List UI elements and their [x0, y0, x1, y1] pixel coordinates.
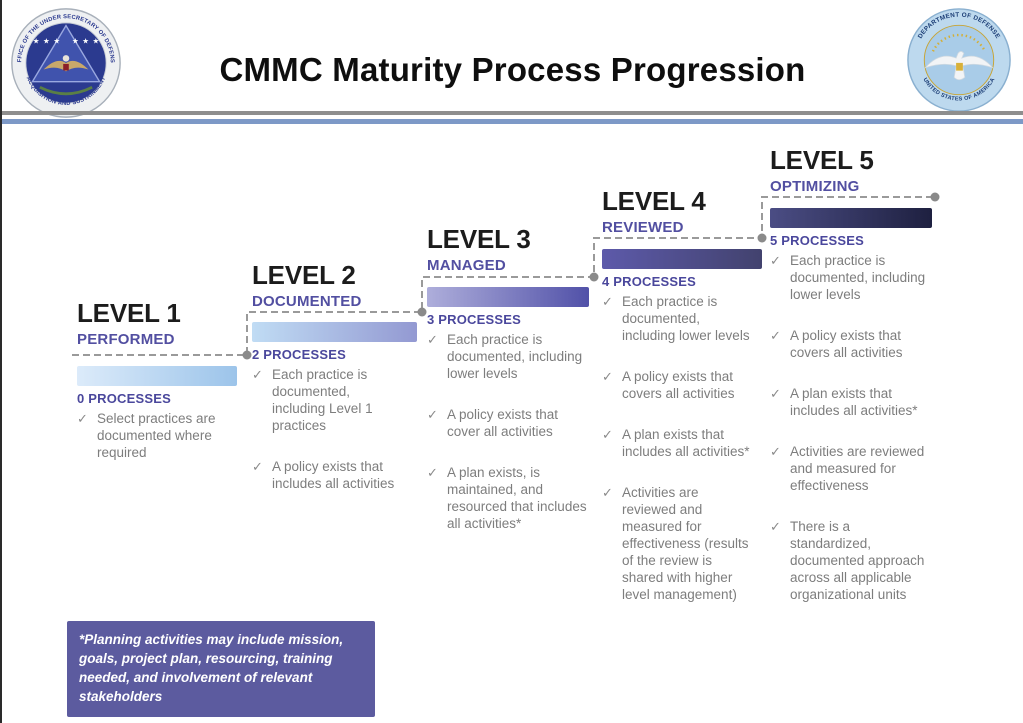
practice-text: A plan exists, is maintained, and resour…: [447, 465, 587, 531]
practice-text: Select practices are documented where re…: [97, 411, 216, 460]
practice-text: A plan exists that includes all activiti…: [622, 427, 750, 459]
list-item: ✓ A plan exists that includes all activi…: [770, 385, 932, 419]
stars-icon: ★ ★ ★ ★ ★ ★: [33, 36, 99, 45]
level-1-heading: LEVEL 1: [77, 298, 181, 328]
level-1-practices-list: ✓ Select practices are documented where …: [77, 410, 237, 461]
check-icon: ✓: [427, 407, 438, 422]
list-item: ✓ Activities are reviewed and measured f…: [602, 484, 762, 603]
list-item: ✓ Each practice is documented, including…: [770, 252, 932, 303]
practice-text: Each practice is documented, including l…: [790, 253, 926, 302]
list-item: ✓ A policy exists that includes all acti…: [252, 458, 417, 492]
practice-text: There is a standardized, documented appr…: [790, 519, 925, 602]
practice-text: Each practice is documented, including l…: [622, 294, 750, 343]
check-icon: ✓: [602, 294, 613, 309]
level-5-progress-bar: [770, 208, 932, 228]
header-divider-gray: [2, 111, 1023, 115]
level-3-practices-list: ✓ Each practice is documented, including…: [427, 331, 589, 532]
planning-footnote: *Planning activities may include mission…: [67, 621, 375, 717]
slide-header: OFFICE OF THE UNDER SECRETARY OF DEFENSE…: [2, 0, 1023, 118]
check-icon: ✓: [252, 459, 263, 474]
svg-text:★: ★: [43, 36, 50, 45]
eagle-icon: [924, 50, 994, 81]
level-4-column: LEVEL 4 REVIEWED 4 PROCESSES ✓ Each prac…: [602, 186, 762, 627]
level-3-progress-bar: [427, 287, 589, 307]
level-1-processes-label: 0 PROCESSES: [77, 391, 171, 406]
level-4-processes-label: 4 PROCESSES: [602, 274, 696, 289]
svg-text:★: ★: [53, 36, 60, 45]
level-2-processes-label: 2 PROCESSES: [252, 347, 346, 362]
list-item: ✓ A policy exists that covers all activi…: [602, 368, 762, 402]
level-1-maturity-label: PERFORMED: [77, 331, 175, 348]
dod-seal-icon: DEPARTMENT OF DEFENSE UNITED STATES OF A…: [907, 8, 1011, 112]
practice-text: Activities are reviewed and measured for…: [622, 485, 749, 602]
practice-text: A policy exists that cover all activitie…: [447, 407, 559, 439]
list-item: ✓ Each practice is documented, including…: [602, 293, 762, 344]
level-5-heading: LEVEL 5: [770, 145, 874, 175]
svg-text:★: ★: [93, 36, 100, 45]
list-item: ✓ Each practice is documented, including…: [252, 366, 417, 434]
list-item: ✓ Select practices are documented where …: [77, 410, 237, 461]
header-divider-blue: [2, 119, 1023, 124]
practice-text: Each practice is documented, including L…: [272, 367, 373, 433]
check-icon: ✓: [602, 427, 613, 442]
level-5-practices-list: ✓ Each practice is documented, including…: [770, 252, 932, 603]
level-1-column: LEVEL 1 PERFORMED 0 PROCESSES ✓ Select p…: [77, 298, 237, 485]
check-icon: ✓: [427, 332, 438, 347]
list-item: ✓ A plan exists that includes all activi…: [602, 426, 762, 460]
level-2-practices-list: ✓ Each practice is documented, including…: [252, 366, 417, 492]
practice-text: Activities are reviewed and measured for…: [790, 444, 925, 493]
check-icon: ✓: [602, 485, 613, 500]
level-5-maturity-label: OPTIMIZING: [770, 178, 860, 195]
level-3-heading: LEVEL 3: [427, 224, 531, 254]
check-icon: ✓: [770, 386, 781, 401]
level-2-heading: LEVEL 2: [252, 260, 356, 290]
level-3-processes-label: 3 PROCESSES: [427, 312, 521, 327]
svg-text:★: ★: [33, 36, 40, 45]
ousd-seal-icon: OFFICE OF THE UNDER SECRETARY OF DEFENSE…: [10, 7, 121, 118]
check-icon: ✓: [427, 465, 438, 480]
level-2-progress-bar: [252, 322, 417, 342]
level-3-column: LEVEL 3 MANAGED 3 PROCESSES ✓ Each pract…: [427, 224, 589, 556]
practice-text: A policy exists that covers all activiti…: [790, 328, 903, 360]
page-title: CMMC Maturity Process Progression: [219, 51, 806, 88]
level-1-progress-bar: [77, 366, 237, 386]
practice-text: Each practice is documented, including l…: [447, 332, 583, 381]
check-icon: ✓: [770, 519, 781, 534]
check-icon: ✓: [77, 411, 88, 426]
list-item: ✓ A plan exists, is maintained, and reso…: [427, 464, 589, 532]
level-4-maturity-label: REVIEWED: [602, 219, 684, 236]
practice-text: A policy exists that includes all activi…: [272, 459, 395, 491]
check-icon: ✓: [252, 367, 263, 382]
level-2-maturity-label: DOCUMENTED: [252, 293, 362, 310]
level-2-column: LEVEL 2 DOCUMENTED 2 PROCESSES ✓ Each pr…: [252, 260, 417, 516]
level-4-practices-list: ✓ Each practice is documented, including…: [602, 293, 762, 603]
practice-text: A policy exists that covers all activiti…: [622, 369, 735, 401]
check-icon: ✓: [602, 369, 613, 384]
level-4-heading: LEVEL 4: [602, 186, 706, 216]
list-item: ✓ Each practice is documented, including…: [427, 331, 589, 382]
level-3-maturity-label: MANAGED: [427, 257, 506, 274]
eagle-icon: [43, 55, 89, 72]
list-item: ✓ A policy exists that cover all activit…: [427, 406, 589, 440]
practice-text: A plan exists that includes all activiti…: [790, 386, 918, 418]
svg-text:★: ★: [82, 36, 89, 45]
star-arc-icon: [931, 33, 987, 52]
laurel-icon: [39, 86, 93, 96]
svg-text:★: ★: [72, 36, 79, 45]
list-item: ✓ A policy exists that covers all activi…: [770, 327, 932, 361]
check-icon: ✓: [770, 328, 781, 343]
level-5-processes-label: 5 PROCESSES: [770, 233, 864, 248]
list-item: ✓ There is a standardized, documented ap…: [770, 518, 932, 603]
list-item: ✓ Activities are reviewed and measured f…: [770, 443, 932, 494]
level-5-column: LEVEL 5 OPTIMIZING 5 PROCESSES ✓ Each pr…: [770, 145, 932, 627]
check-icon: ✓: [770, 444, 781, 459]
check-icon: ✓: [770, 253, 781, 268]
level-4-progress-bar: [602, 249, 762, 269]
